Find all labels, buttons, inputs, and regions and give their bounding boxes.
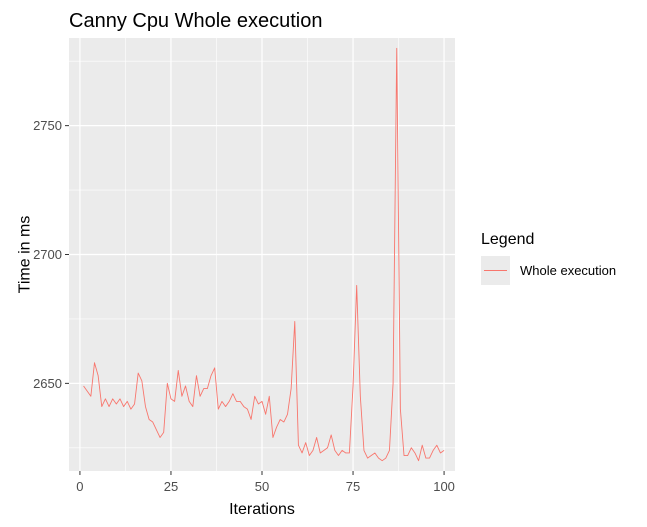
x-tick-label: 25 xyxy=(164,479,178,494)
x-axis: 0 25 50 75 100 xyxy=(76,471,455,494)
y-axis-title: Time in ms xyxy=(17,216,34,294)
x-tick-label: 50 xyxy=(255,479,269,494)
grid-major xyxy=(69,38,455,471)
legend: Legend Whole execution xyxy=(481,231,616,285)
y-tick-label: 2700 xyxy=(33,247,62,262)
y-tick-label: 2650 xyxy=(33,376,62,391)
series-line-0 xyxy=(83,47,445,462)
chart-title: Canny Cpu Whole execution xyxy=(69,10,322,32)
x-tick-label: 75 xyxy=(346,479,360,494)
x-tick-label: 100 xyxy=(433,479,455,494)
series-layer xyxy=(83,47,445,462)
y-axis: 2650 2700 2750 xyxy=(33,118,69,391)
legend-label: Whole execution xyxy=(520,263,616,278)
legend-title: Legend xyxy=(481,231,534,248)
x-axis-title: Iterations xyxy=(229,501,295,518)
x-tick-label: 0 xyxy=(76,479,83,494)
y-tick-label: 2750 xyxy=(33,118,62,133)
